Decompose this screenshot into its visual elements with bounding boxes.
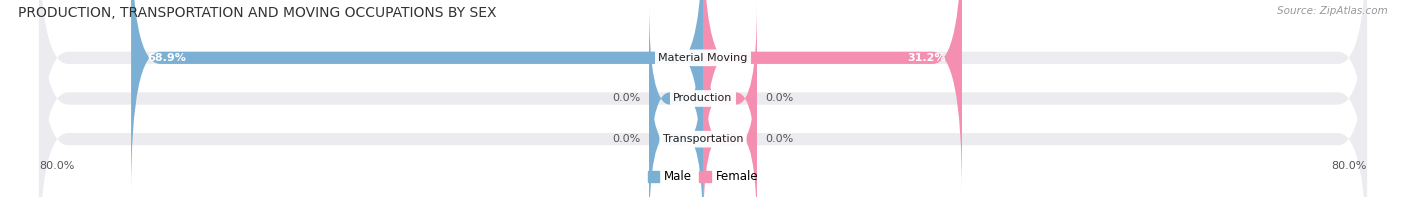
Text: Material Moving: Material Moving [658,53,748,63]
FancyBboxPatch shape [703,44,756,197]
FancyBboxPatch shape [650,3,703,194]
Text: 0.0%: 0.0% [765,94,793,103]
Text: 80.0%: 80.0% [1331,161,1367,171]
FancyBboxPatch shape [650,44,703,197]
FancyBboxPatch shape [703,0,962,194]
Text: 0.0%: 0.0% [765,134,793,144]
Text: 0.0%: 0.0% [613,134,641,144]
FancyBboxPatch shape [39,3,1367,197]
Text: 0.0%: 0.0% [613,94,641,103]
Text: Production: Production [673,94,733,103]
FancyBboxPatch shape [39,0,1367,197]
Text: 68.9%: 68.9% [148,53,187,63]
FancyBboxPatch shape [703,3,756,194]
Text: Source: ZipAtlas.com: Source: ZipAtlas.com [1277,6,1388,16]
FancyBboxPatch shape [131,0,703,194]
Legend: Male, Female: Male, Female [648,170,758,183]
Text: Transportation: Transportation [662,134,744,144]
Text: PRODUCTION, TRANSPORTATION AND MOVING OCCUPATIONS BY SEX: PRODUCTION, TRANSPORTATION AND MOVING OC… [18,6,496,20]
Text: 80.0%: 80.0% [39,161,75,171]
FancyBboxPatch shape [39,0,1367,194]
Text: 31.2%: 31.2% [907,53,945,63]
